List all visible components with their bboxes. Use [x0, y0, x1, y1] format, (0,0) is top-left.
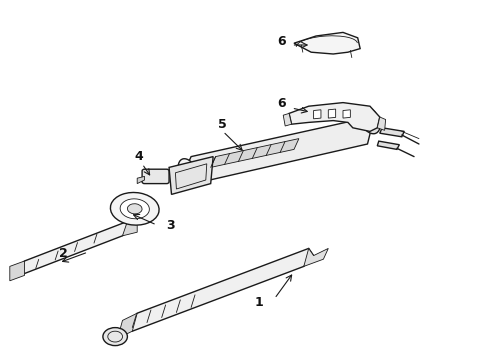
Ellipse shape — [127, 204, 142, 214]
Polygon shape — [169, 157, 213, 194]
FancyBboxPatch shape — [142, 169, 169, 184]
Polygon shape — [283, 113, 292, 126]
Polygon shape — [314, 110, 321, 119]
Text: 6: 6 — [277, 35, 286, 48]
Polygon shape — [137, 176, 145, 184]
Polygon shape — [380, 128, 404, 137]
Circle shape — [103, 328, 127, 346]
Polygon shape — [127, 248, 314, 331]
Polygon shape — [377, 141, 399, 149]
Polygon shape — [343, 110, 350, 118]
Polygon shape — [211, 139, 299, 167]
Polygon shape — [10, 261, 24, 281]
Polygon shape — [289, 103, 380, 131]
Polygon shape — [328, 109, 336, 118]
Text: 2: 2 — [59, 247, 68, 260]
Polygon shape — [294, 32, 360, 54]
Ellipse shape — [178, 159, 197, 183]
Polygon shape — [377, 117, 386, 130]
Text: 4: 4 — [135, 150, 144, 163]
Polygon shape — [184, 117, 372, 185]
Ellipse shape — [360, 107, 380, 134]
Text: 6: 6 — [277, 97, 286, 110]
Text: 3: 3 — [167, 219, 175, 231]
Polygon shape — [15, 221, 132, 275]
Text: 5: 5 — [218, 118, 227, 131]
Polygon shape — [122, 221, 137, 236]
Ellipse shape — [110, 193, 159, 225]
Polygon shape — [118, 313, 137, 338]
Text: 1: 1 — [255, 296, 264, 309]
Polygon shape — [304, 248, 328, 266]
Ellipse shape — [120, 199, 149, 219]
